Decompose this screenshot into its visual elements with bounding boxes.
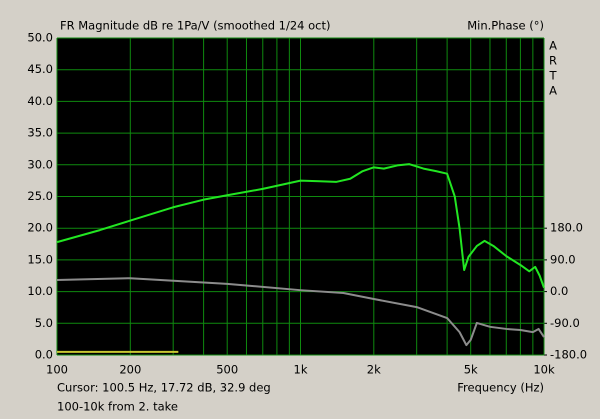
brand-letter: T [548, 69, 557, 83]
y2-tick-label: 180.0 [550, 221, 583, 235]
brand-letter: A [549, 84, 557, 98]
y-tick-label: 15.0 [27, 252, 53, 266]
y2-axis-title: Min.Phase (°) [467, 19, 544, 33]
x-tick-label: 1k [294, 363, 308, 377]
x-tick-label: 10k [533, 363, 555, 377]
y-tick-label: 5.0 [35, 316, 53, 330]
x-tick-label: 500 [216, 363, 238, 377]
x-tick-label: 200 [119, 363, 141, 377]
series-line [56, 163, 545, 289]
y-tick-label: 0.0 [35, 348, 53, 362]
y-tick-label: 30.0 [27, 157, 53, 171]
x-axis-title: Frequency (Hz) [457, 381, 544, 395]
x-tick-label: 100 [46, 363, 68, 377]
measurement-note: 100-10k from 2. take [57, 400, 178, 414]
y2-tick-label: -90.0 [550, 316, 580, 330]
y-tick-label: 35.0 [27, 126, 53, 140]
y-tick-label: 10.0 [27, 284, 53, 298]
y2-tick-label: 90.0 [550, 252, 576, 266]
y-tick-label: 25.0 [27, 189, 53, 203]
y-tick-label: 40.0 [27, 94, 53, 108]
x-tick-label: 5k [464, 363, 478, 377]
y-tick-label: 45.0 [27, 62, 53, 76]
y2-tick-label: 0.0 [550, 284, 568, 298]
x-tick-label: 2k [367, 363, 381, 377]
brand-letter: A [549, 39, 557, 53]
y2-tick-label: -180.0 [550, 348, 587, 362]
series-line [56, 277, 545, 347]
brand-letter: R [549, 54, 557, 68]
y-tick-label: 50.0 [27, 31, 53, 45]
chart-title: FR Magnitude dB re 1Pa/V (smoothed 1/24 … [60, 19, 331, 33]
y-tick-label: 20.0 [27, 221, 53, 235]
cursor-readout: Cursor: 100.5 Hz, 17.72 dB, 32.9 deg [57, 381, 271, 395]
